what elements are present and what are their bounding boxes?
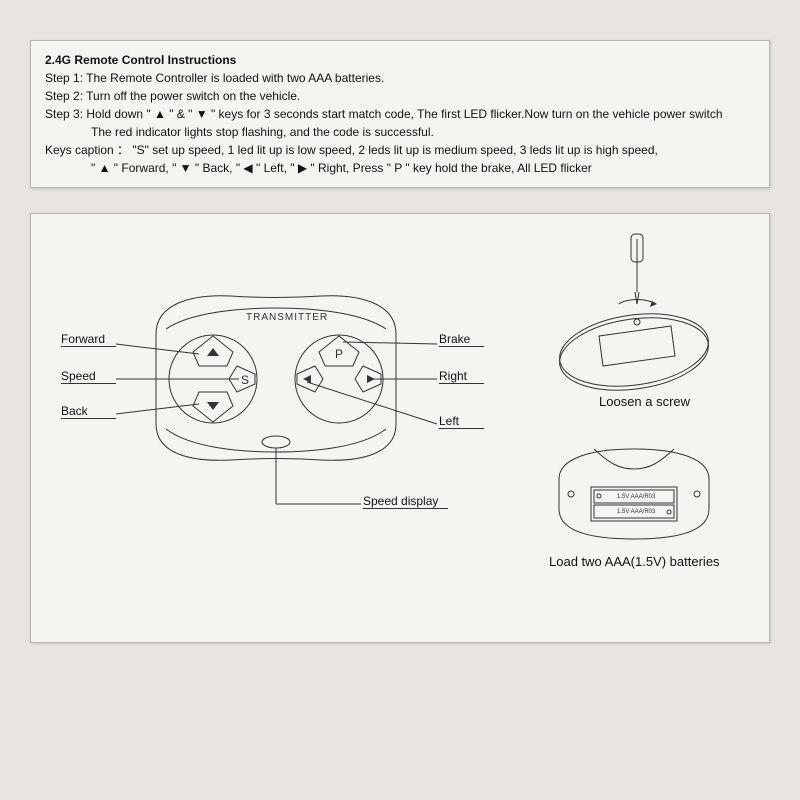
- label-speed-display: Speed display: [363, 494, 448, 509]
- keys-caption-1: Keys caption ： "S" set up speed, 1 led l…: [45, 141, 755, 159]
- caption-load: Load two AAA(1.5V) batteries: [549, 554, 720, 569]
- diagram-panel: S P: [30, 213, 770, 643]
- step-3a: Step 3: Hold down " ▲ " & " ▼ " keys for…: [45, 105, 755, 123]
- label-back: Back: [61, 404, 116, 419]
- transmitter-label: TRANSMITTER: [246, 312, 328, 323]
- caption-loosen: Loosen a screw: [599, 394, 690, 409]
- label-brake: Brake: [439, 332, 484, 347]
- svg-text:S: S: [241, 373, 249, 387]
- battery-text-1: 1.5V AAA/R03: [617, 494, 656, 500]
- label-speed: Speed: [61, 369, 116, 384]
- keys-caption-2: " ▲ " Forward, " ▼ " Back, " ◀ " Left, "…: [45, 159, 755, 177]
- label-left: Left: [439, 414, 484, 429]
- step-2: Step 2: Turn off the power switch on the…: [45, 87, 755, 105]
- instructions-title: 2.4G Remote Control Instructions: [45, 51, 755, 69]
- label-right: Right: [439, 369, 484, 384]
- side-diagrams: 1.5V AAA/R03 1.5V AAA/R03 Loosen a screw…: [519, 244, 749, 624]
- battery-text-2: 1.5V AAA/R03: [617, 509, 656, 515]
- svg-text:P: P: [335, 347, 343, 361]
- step-1: Step 1: The Remote Controller is loaded …: [45, 69, 755, 87]
- step-3b: The red indicator lights stop flashing, …: [45, 123, 755, 141]
- transmitter-svg: S P: [61, 274, 491, 574]
- instructions-panel: 2.4G Remote Control Instructions Step 1:…: [30, 40, 770, 188]
- transmitter-diagram: S P: [61, 274, 491, 574]
- label-forward: Forward: [61, 332, 116, 347]
